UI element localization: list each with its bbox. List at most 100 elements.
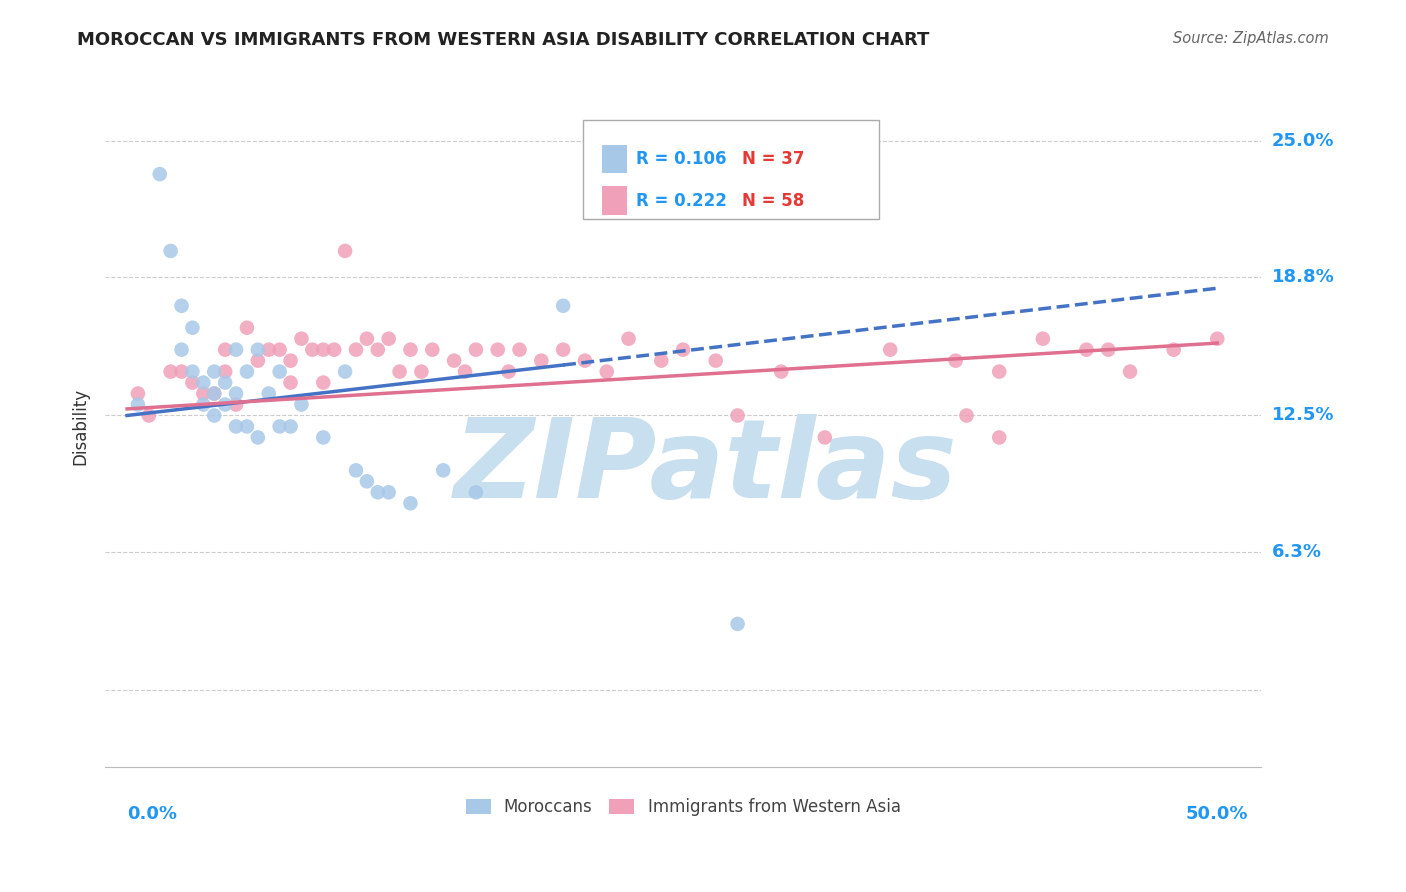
- Point: [269, 419, 291, 434]
- Point: [127, 386, 149, 401]
- Point: [344, 463, 367, 477]
- Point: [257, 386, 280, 401]
- Text: 12.5%: 12.5%: [1272, 407, 1334, 425]
- Point: [214, 343, 236, 357]
- Point: [333, 244, 356, 258]
- Point: [356, 332, 378, 346]
- Point: [323, 343, 346, 357]
- Point: [280, 353, 302, 368]
- Point: [193, 376, 215, 390]
- Point: [214, 397, 236, 411]
- Point: [498, 365, 520, 379]
- Point: [955, 409, 977, 423]
- Point: [388, 365, 411, 379]
- Point: [1206, 332, 1229, 346]
- Point: [269, 343, 291, 357]
- Point: [312, 343, 335, 357]
- Text: MOROCCAN VS IMMIGRANTS FROM WESTERN ASIA DISABILITY CORRELATION CHART: MOROCCAN VS IMMIGRANTS FROM WESTERN ASIA…: [77, 31, 929, 49]
- Point: [225, 419, 247, 434]
- Point: [214, 365, 236, 379]
- Point: [727, 409, 749, 423]
- Point: [508, 343, 530, 357]
- Point: [814, 430, 837, 444]
- Point: [225, 343, 247, 357]
- Point: [617, 332, 640, 346]
- Text: Source: ZipAtlas.com: Source: ZipAtlas.com: [1173, 31, 1329, 46]
- Text: 50.0%: 50.0%: [1187, 805, 1249, 823]
- Point: [399, 496, 422, 510]
- Text: N = 58: N = 58: [742, 192, 804, 210]
- Point: [1032, 332, 1054, 346]
- Point: [988, 365, 1011, 379]
- Point: [202, 386, 225, 401]
- Text: R = 0.106: R = 0.106: [636, 150, 725, 168]
- Point: [193, 397, 215, 411]
- Legend: Moroccans, Immigrants from Western Asia: Moroccans, Immigrants from Western Asia: [458, 791, 907, 822]
- Point: [443, 353, 465, 368]
- Text: R = 0.222: R = 0.222: [636, 192, 727, 210]
- Point: [246, 353, 269, 368]
- Point: [530, 353, 553, 368]
- Point: [377, 332, 399, 346]
- Point: [181, 376, 204, 390]
- Point: [280, 419, 302, 434]
- Point: [269, 365, 291, 379]
- Point: [236, 365, 259, 379]
- Point: [246, 430, 269, 444]
- Point: [770, 365, 793, 379]
- Point: [596, 365, 619, 379]
- Text: 6.3%: 6.3%: [1272, 542, 1322, 560]
- Point: [553, 343, 575, 357]
- Point: [411, 365, 433, 379]
- Point: [1119, 365, 1142, 379]
- Point: [312, 376, 335, 390]
- Point: [127, 397, 149, 411]
- Point: [170, 343, 193, 357]
- Point: [1097, 343, 1119, 357]
- Text: 0.0%: 0.0%: [127, 805, 177, 823]
- Point: [356, 475, 378, 489]
- Point: [399, 343, 422, 357]
- Point: [301, 343, 323, 357]
- Point: [704, 353, 727, 368]
- Point: [672, 343, 695, 357]
- Point: [367, 343, 389, 357]
- Point: [377, 485, 399, 500]
- Y-axis label: Disability: Disability: [72, 388, 89, 465]
- Point: [553, 299, 575, 313]
- Point: [464, 343, 486, 357]
- Point: [170, 299, 193, 313]
- Point: [464, 485, 486, 500]
- Point: [181, 320, 204, 334]
- Point: [290, 332, 312, 346]
- Point: [181, 365, 204, 379]
- Text: 18.8%: 18.8%: [1272, 268, 1334, 286]
- Point: [290, 397, 312, 411]
- Point: [149, 167, 172, 181]
- Point: [367, 485, 389, 500]
- Text: 25.0%: 25.0%: [1272, 132, 1334, 150]
- Point: [650, 353, 672, 368]
- Point: [170, 365, 193, 379]
- Text: N = 37: N = 37: [742, 150, 804, 168]
- Point: [236, 320, 259, 334]
- Point: [214, 376, 236, 390]
- Point: [312, 430, 335, 444]
- Point: [280, 376, 302, 390]
- Point: [454, 365, 477, 379]
- Point: [225, 397, 247, 411]
- Point: [193, 386, 215, 401]
- Point: [988, 430, 1011, 444]
- Point: [236, 419, 259, 434]
- Point: [486, 343, 509, 357]
- Point: [1163, 343, 1185, 357]
- Point: [333, 365, 356, 379]
- Point: [202, 386, 225, 401]
- Point: [574, 353, 596, 368]
- Text: ZIPatlas: ZIPatlas: [454, 414, 957, 521]
- Point: [138, 409, 160, 423]
- Point: [727, 616, 749, 631]
- Point: [246, 343, 269, 357]
- Point: [945, 353, 967, 368]
- Point: [159, 365, 181, 379]
